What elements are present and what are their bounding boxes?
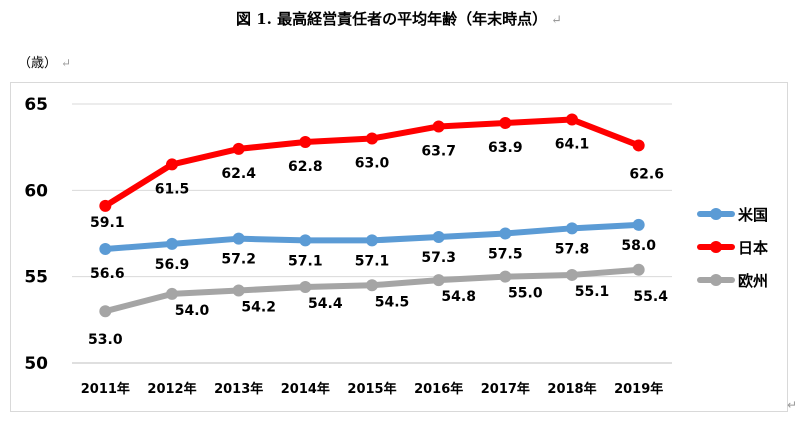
y-tick-label: 50 <box>24 354 48 374</box>
data-point <box>166 158 178 171</box>
x-tick-label: 2014年 <box>281 381 330 397</box>
figure-title-text: 図 1. 最高経営責任者の平均年齢（年末時点） <box>235 10 548 28</box>
data-point <box>632 218 645 231</box>
data-label: 54.5 <box>375 294 410 310</box>
data-point <box>166 287 178 300</box>
y-unit-text: （歳） <box>18 56 58 71</box>
x-tick-label: 2018年 <box>547 381 596 397</box>
data-label: 55.0 <box>508 286 543 302</box>
data-label: 58.0 <box>621 238 656 254</box>
data-label: 57.8 <box>555 241 590 257</box>
y-tick-label: 55 <box>24 268 48 288</box>
data-point <box>366 132 378 145</box>
data-label: 63.7 <box>421 143 456 159</box>
data-label: 56.6 <box>90 266 125 282</box>
data-label: 64.1 <box>555 137 590 153</box>
data-point <box>366 279 378 292</box>
data-label: 62.6 <box>629 166 664 182</box>
paragraph-mark-icon: ↵ <box>61 56 72 70</box>
data-label: 59.1 <box>90 215 125 231</box>
legend-label: 欧州 <box>738 272 768 290</box>
data-point <box>432 230 445 243</box>
data-point <box>499 227 512 240</box>
data-label: 54.2 <box>241 299 276 315</box>
data-label: 54.8 <box>441 289 476 305</box>
data-label: 62.4 <box>221 166 256 182</box>
data-label: 53.0 <box>88 332 123 348</box>
data-point <box>566 222 578 235</box>
data-label: 57.2 <box>221 252 256 268</box>
legend-marker <box>710 274 722 286</box>
x-tick-label: 2011年 <box>81 381 130 397</box>
legend-label: 米国 <box>738 206 768 224</box>
data-label: 57.3 <box>421 250 456 266</box>
legend-label: 日本 <box>738 239 768 257</box>
data-label: 54.0 <box>175 303 210 319</box>
data-point <box>499 270 512 283</box>
data-point <box>566 268 578 281</box>
figure-title: 図 1. 最高経営責任者の平均年齢（年末時点） ↵ <box>0 8 798 29</box>
data-label: 57.1 <box>288 253 323 269</box>
x-tick-label: 2013年 <box>214 381 263 397</box>
data-point <box>99 305 112 318</box>
data-point <box>366 234 378 247</box>
x-tick-label: 2015年 <box>347 381 396 397</box>
data-label: 57.5 <box>488 247 523 263</box>
data-point <box>232 232 245 245</box>
data-point <box>632 263 645 276</box>
data-point <box>232 142 245 155</box>
data-label: 61.5 <box>155 181 190 197</box>
paragraph-mark-icon: ↵ <box>787 398 798 412</box>
x-tick-label: 2017年 <box>481 381 530 397</box>
data-point <box>232 284 245 297</box>
paragraph-mark-icon: ↵ <box>551 13 562 28</box>
data-point <box>632 139 645 152</box>
data-label: 63.9 <box>488 140 523 156</box>
data-label: 55.4 <box>633 289 668 305</box>
y-tick-label: 65 <box>24 95 48 115</box>
data-point <box>432 274 445 287</box>
x-tick-label: 2019年 <box>614 381 663 397</box>
data-label: 62.8 <box>288 159 323 175</box>
x-tick-label: 2012年 <box>147 381 196 397</box>
data-point <box>499 116 512 129</box>
legend-marker <box>710 241 722 253</box>
data-point <box>99 199 112 212</box>
data-point <box>99 243 112 256</box>
data-label: 54.4 <box>308 296 343 312</box>
data-point <box>299 234 312 247</box>
y-tick-label: 60 <box>24 181 48 201</box>
chart-frame <box>10 82 788 412</box>
data-point <box>299 281 312 294</box>
data-label: 56.9 <box>155 257 190 273</box>
data-point <box>432 120 445 133</box>
data-point <box>299 135 312 148</box>
data-label: 63.0 <box>355 156 390 172</box>
data-label: 57.1 <box>355 253 390 269</box>
data-point <box>566 113 578 126</box>
legend-marker <box>710 208 722 220</box>
y-unit-label: （歳） ↵ <box>18 52 71 71</box>
data-point <box>166 237 178 250</box>
x-tick-label: 2016年 <box>414 381 463 397</box>
data-label: 55.1 <box>575 284 610 300</box>
